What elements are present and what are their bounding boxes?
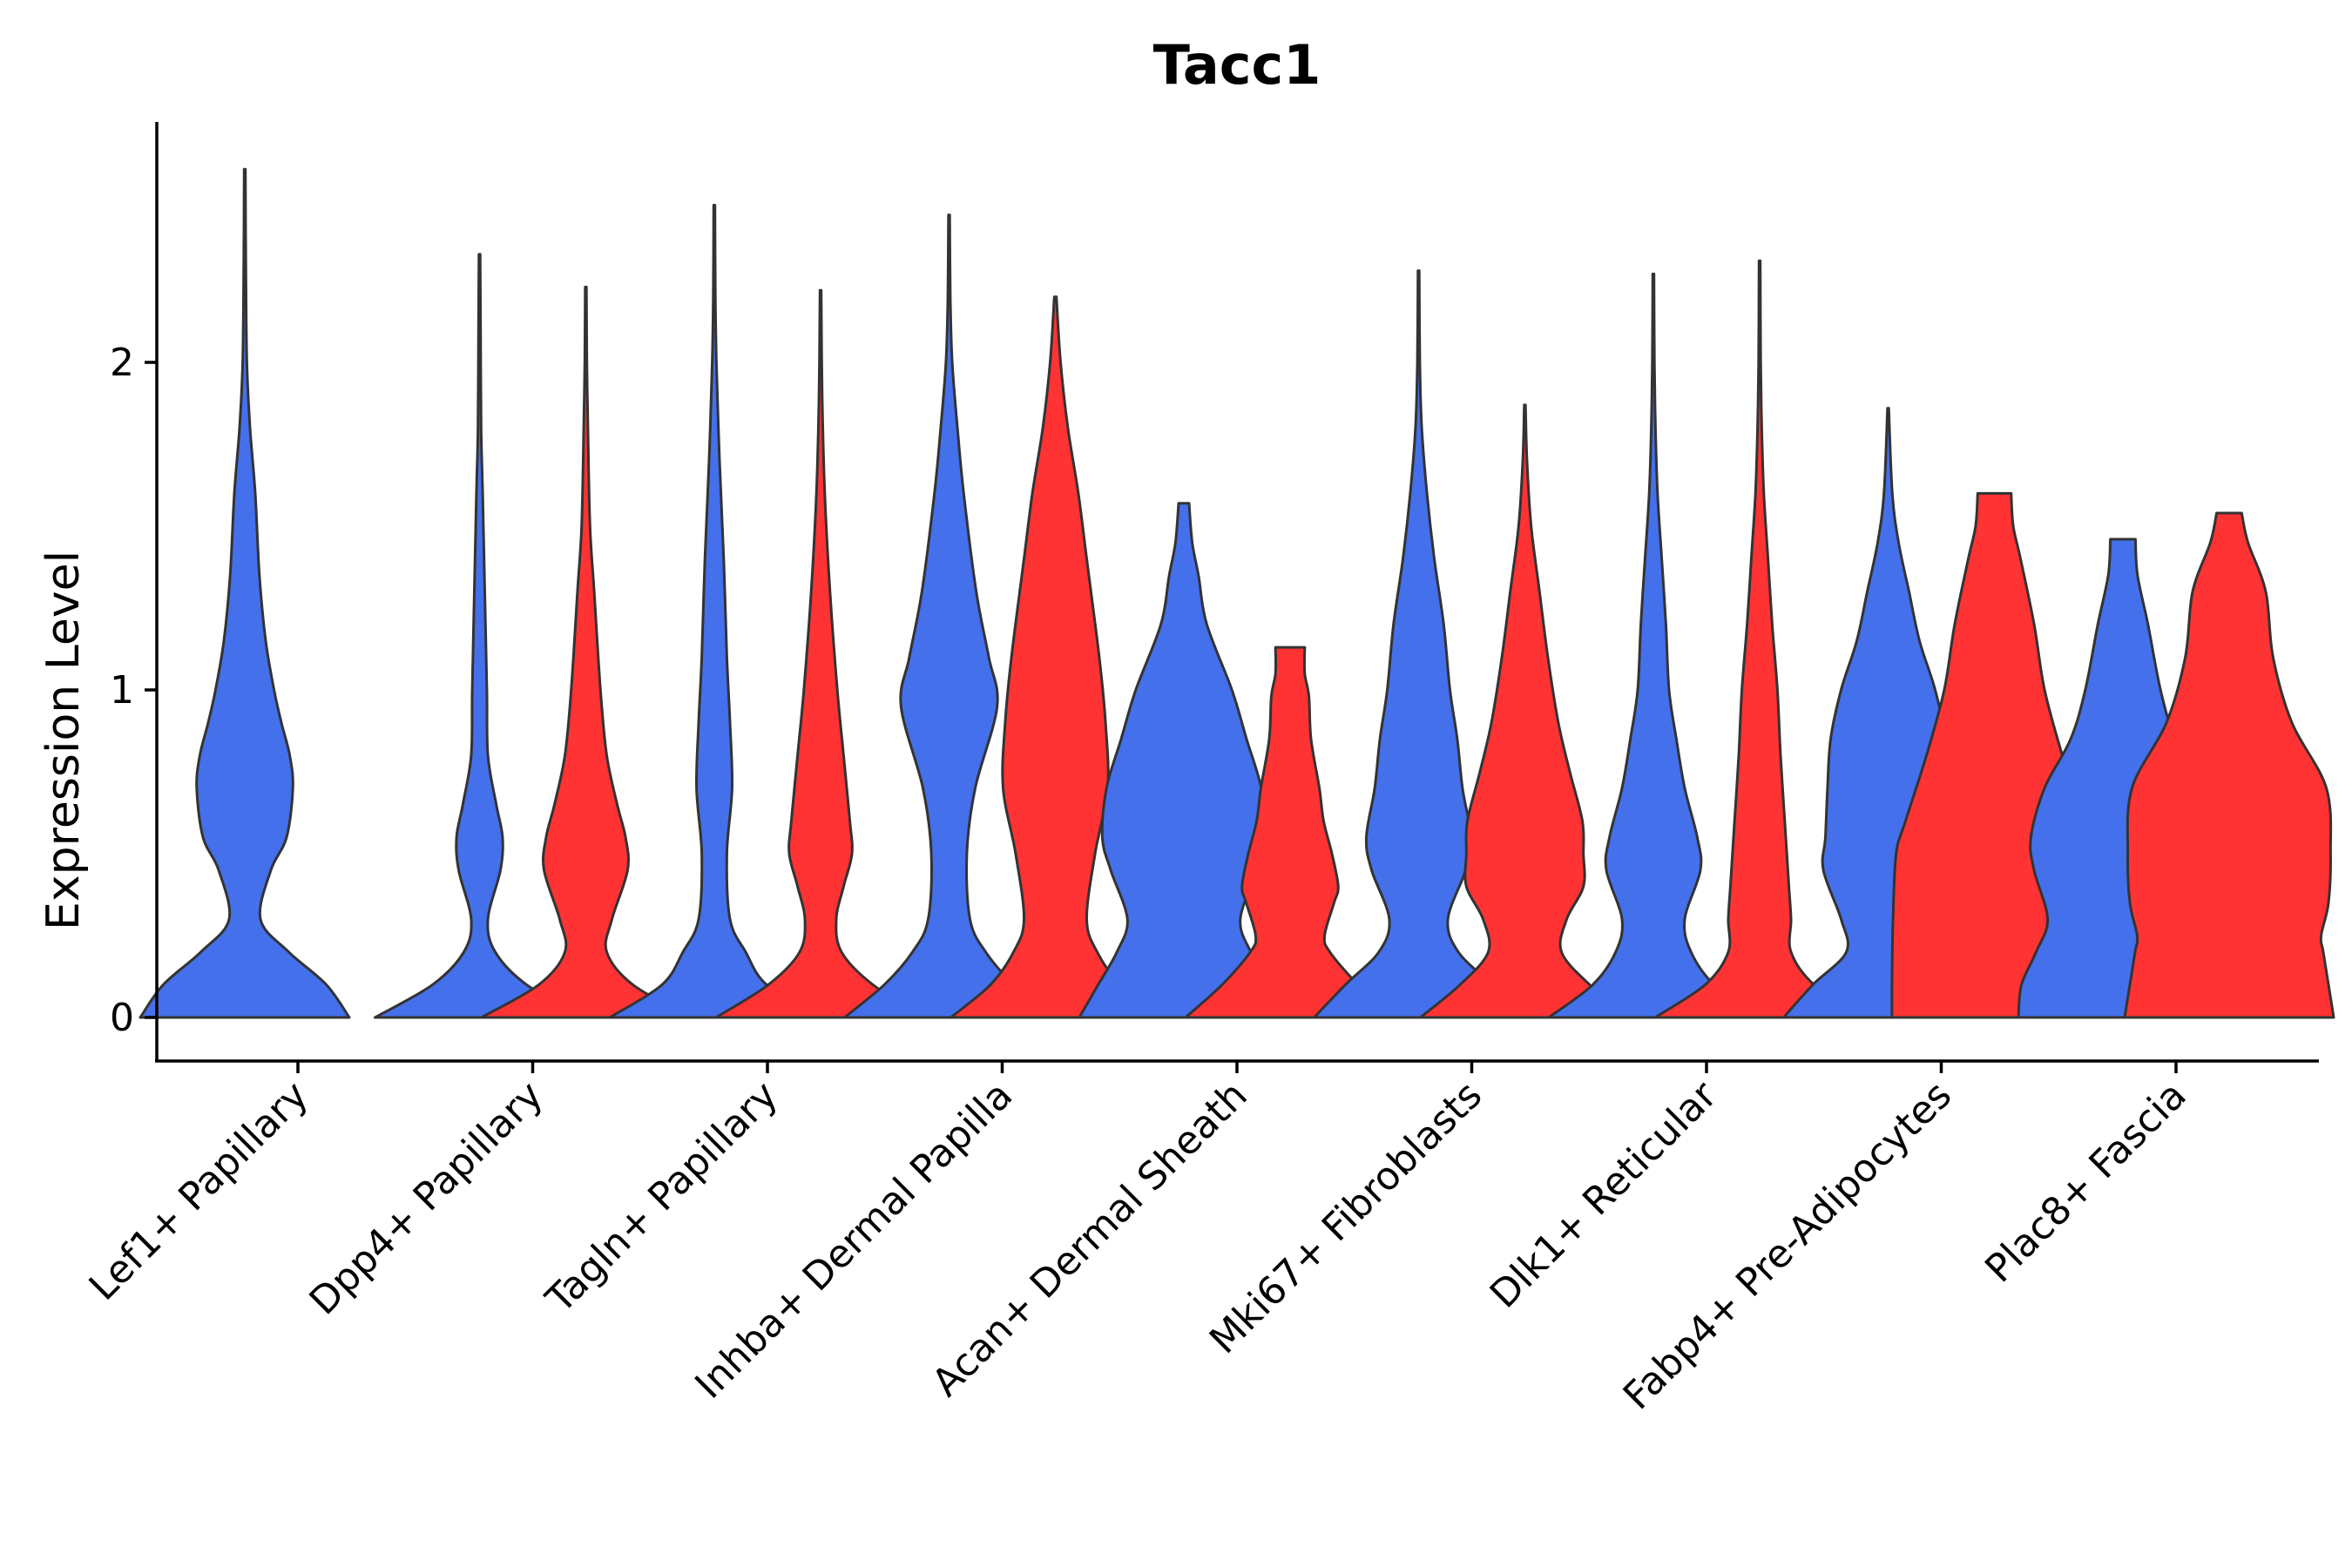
violin-red [480, 286, 692, 1019]
x-tick-label: Dpp4+ Papillary [301, 1073, 552, 1324]
violin-red [714, 288, 927, 1019]
y-tick-label: 0 [110, 996, 134, 1040]
y-tick-label: 2 [110, 341, 134, 385]
violin-red [2123, 511, 2335, 1019]
violin-red [1419, 403, 1631, 1019]
violin-red [950, 295, 1161, 1019]
y-tick-label: 1 [110, 668, 134, 713]
x-tick-label: Dlk1+ Reticular [1482, 1072, 1727, 1317]
x-tick-label: Plac8+ Fascia [1977, 1073, 2195, 1292]
y-axis-label: Expression Level [37, 551, 90, 930]
x-tick-label: Tagln+ Papillary [537, 1073, 787, 1322]
violin-blue [608, 204, 821, 1019]
violin-red [1653, 259, 1866, 1019]
violin-blue [374, 253, 585, 1019]
x-tick-label: Mki67+ Fibroblasts [1201, 1073, 1490, 1362]
x-tick-label: Lef1+ Papillary [81, 1073, 317, 1309]
violin-blue [1547, 273, 1760, 1019]
y-ticks: 0 1 2 [110, 341, 157, 1040]
chart-title: Tacc1 [1153, 33, 1321, 97]
violin-red [1184, 645, 1396, 1019]
violins-layer [139, 167, 2335, 1019]
violin-blue [139, 167, 351, 1019]
violin-blue [843, 213, 1055, 1019]
